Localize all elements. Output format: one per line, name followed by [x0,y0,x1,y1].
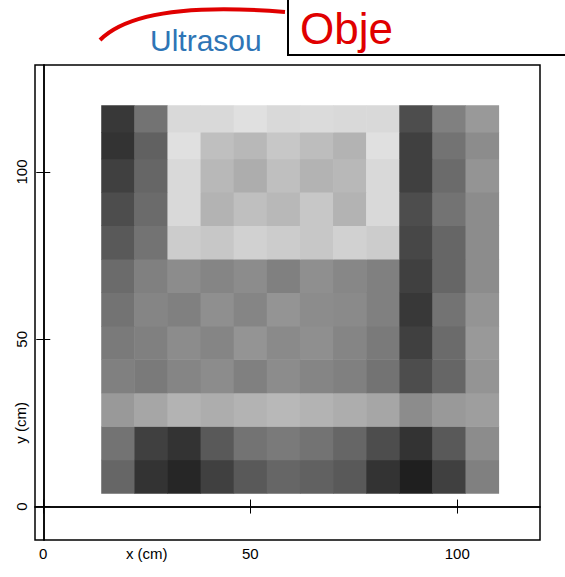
svg-text:50: 50 [13,331,30,348]
svg-text:x (cm): x (cm) [126,545,168,562]
svg-text:Ultrasou: Ultrasou [150,24,262,57]
svg-text:0: 0 [13,502,30,510]
svg-text:100: 100 [13,160,30,185]
svg-text:100: 100 [445,545,470,562]
svg-text:Obje: Obje [300,4,393,53]
svg-text:50: 50 [242,545,259,562]
svg-text:y (cm): y (cm) [12,402,29,444]
svg-text:0: 0 [39,545,47,562]
